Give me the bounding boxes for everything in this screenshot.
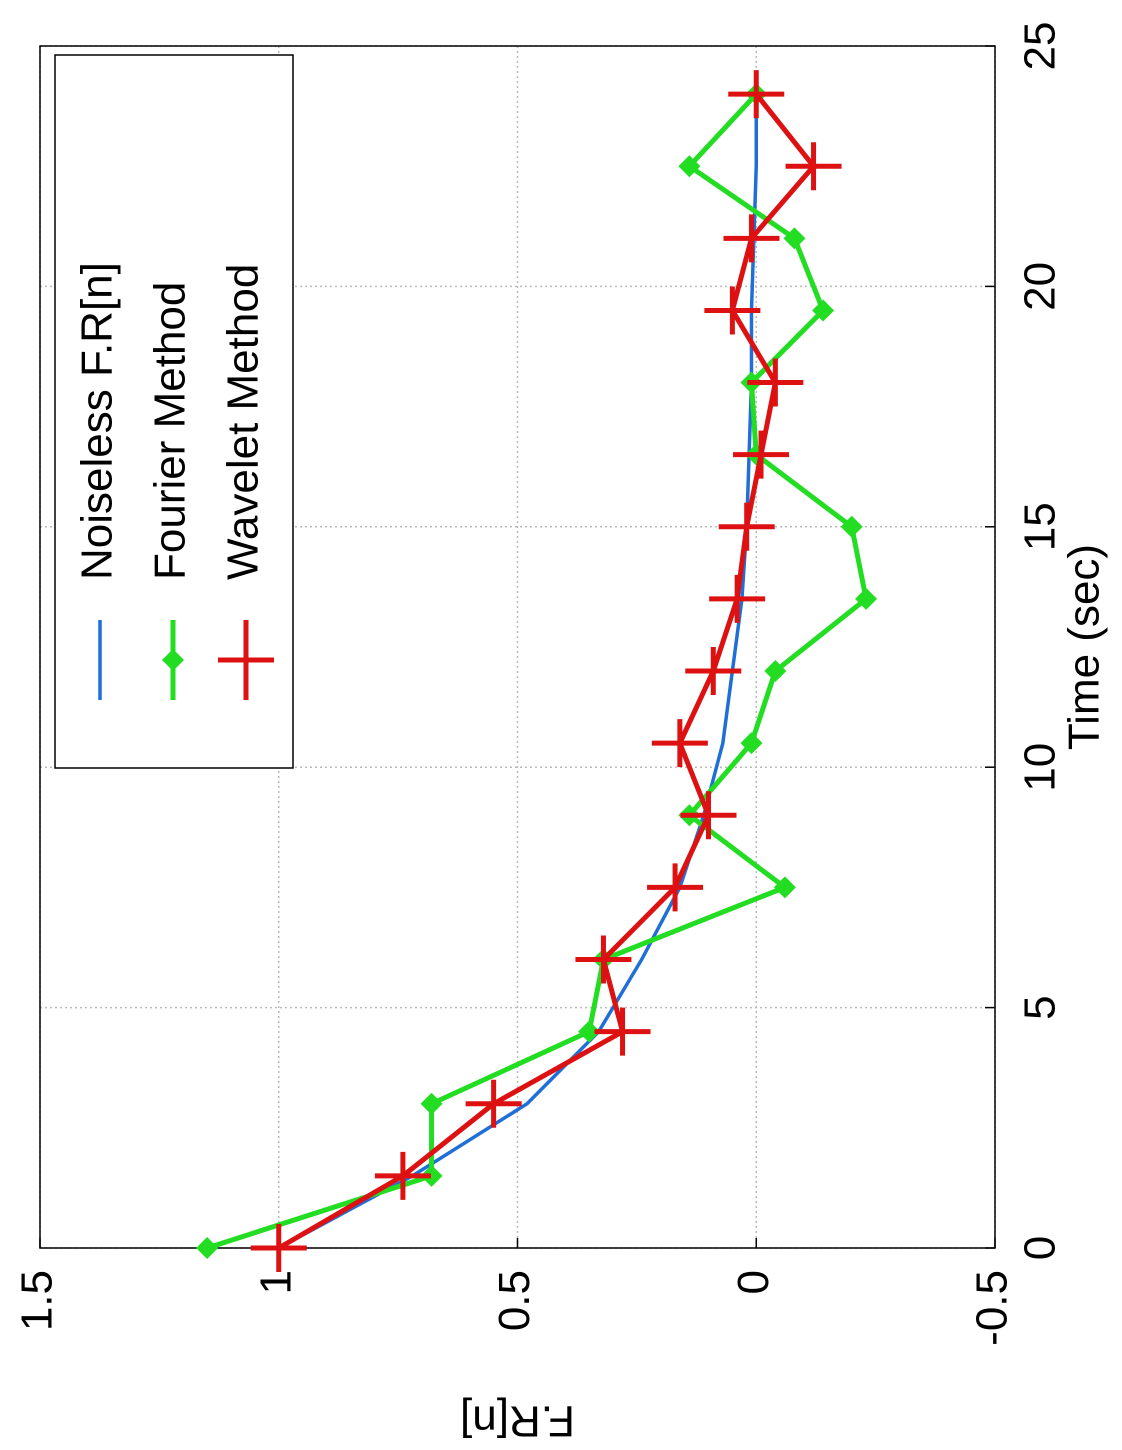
point [718, 502, 775, 551]
legend-label: Fourier Method [146, 282, 195, 580]
legend-marker [218, 636, 274, 684]
legend-box [54, 54, 294, 769]
point [747, 358, 804, 407]
point [374, 1151, 431, 1200]
x-tick-label: 5 [1016, 995, 1065, 1019]
y-tick-label: 1.5 [13, 1270, 62, 1331]
legend-marker [162, 649, 184, 671]
y-tick-label: 1 [251, 1270, 300, 1294]
point [709, 574, 766, 623]
y-tick-label: 0.5 [490, 1270, 539, 1331]
point [678, 155, 701, 178]
point [651, 719, 708, 768]
point [704, 286, 761, 335]
point [575, 935, 632, 984]
point [420, 1092, 443, 1115]
point [785, 142, 842, 191]
x-tick-label: 20 [1016, 262, 1065, 311]
legend-label: Noiseless F.R[n] [73, 262, 122, 580]
point [250, 1224, 307, 1272]
x-axis-label: Time (sec) [1060, 544, 1109, 750]
point [723, 214, 780, 263]
y-tick-label: 0 [729, 1270, 778, 1294]
x-tick-label: 10 [1016, 743, 1065, 792]
x-tick-label: 25 [1016, 22, 1065, 71]
point [594, 1007, 651, 1056]
legend-label: Wavelet Method [219, 264, 268, 580]
plot-frame [39, 45, 996, 1249]
y-tick-label: -0.5 [968, 1270, 1017, 1346]
point [733, 430, 790, 479]
point [196, 1237, 219, 1259]
point [812, 299, 835, 322]
x-tick-label: 0 [1016, 1236, 1065, 1260]
point [647, 863, 704, 912]
point [764, 660, 787, 683]
rotated-plot: 0 5 10 15 20 25 -0.5 0 0.5 1 1.5 Time (sec) F.R[n] No… [13, 22, 1109, 1446]
y-axis-label: F.R[n] [460, 1396, 575, 1445]
point [840, 515, 863, 538]
point [680, 791, 737, 840]
point [728, 70, 785, 119]
point [783, 227, 806, 250]
x-tick-label: 15 [1016, 502, 1065, 551]
point [855, 587, 878, 610]
point [465, 1079, 522, 1128]
point [685, 647, 742, 696]
